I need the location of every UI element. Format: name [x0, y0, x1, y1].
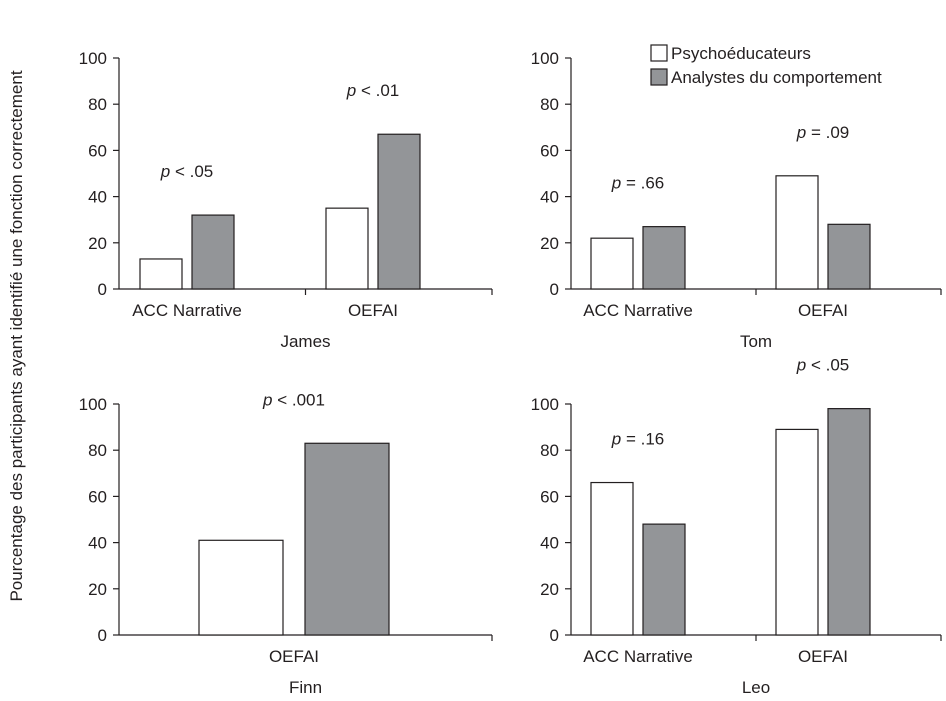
legend-swatch — [650, 44, 668, 62]
p-value-annotation: p < .01 — [346, 81, 399, 100]
y-tick-label: 40 — [88, 534, 107, 553]
x-category-label: ACC Narrative — [132, 301, 242, 320]
y-tick-label: 80 — [540, 441, 559, 460]
y-tick-label: 100 — [531, 49, 559, 68]
legend-label: Analystes du comportement — [671, 68, 882, 87]
y-tick-label: 100 — [531, 395, 559, 414]
bar — [827, 408, 871, 636]
p-value-annotation: p = .16 — [611, 430, 664, 449]
y-tick-label: 20 — [88, 580, 107, 599]
x-category-label: ACC Narrative — [583, 647, 693, 666]
y-tick-label: 60 — [540, 141, 559, 160]
y-tick-label: 100 — [79, 49, 107, 68]
y-tick-label: 40 — [88, 188, 107, 207]
x-category-label: OEFAI — [269, 647, 319, 666]
y-tick-label: 0 — [550, 280, 559, 299]
y-tick-label: 80 — [88, 95, 107, 114]
panel-james: 0 20 40 60 80 100 ACC Narrative p < .05 OEFAI p <… — [79, 49, 493, 351]
legend-label: Psychoéducateurs — [671, 44, 811, 63]
y-tick-label: 80 — [88, 441, 107, 460]
bar — [827, 223, 871, 290]
panel-leo: 0 20 40 60 80 100 ACC Narrative p = .16 OEFAI p <… — [531, 356, 942, 697]
y-tick-label: 20 — [540, 580, 559, 599]
legend: Psychoéducateurs Analystes du comportemen… — [650, 44, 882, 87]
bar — [590, 237, 634, 290]
x-category-label: OEFAI — [798, 647, 848, 666]
y-tick-label: 100 — [79, 395, 107, 414]
y-tick-label: 40 — [540, 534, 559, 553]
x-axis-label: Finn — [289, 678, 322, 696]
bar — [775, 175, 819, 290]
y-tick-label: 0 — [550, 626, 559, 645]
x-category-label: OEFAI — [798, 301, 848, 320]
y-tick-label: 40 — [540, 188, 559, 207]
panel-tom: 0 20 40 60 80 100 ACC Narrative p = .66 OEFAI p =… — [531, 49, 942, 351]
legend-swatch — [650, 68, 668, 86]
bar — [377, 133, 421, 290]
y-tick-label: 20 — [88, 234, 107, 253]
y-tick-label: 0 — [98, 626, 107, 645]
p-value-annotation: p < .001 — [262, 390, 325, 409]
y-tick-label: 20 — [540, 234, 559, 253]
bar — [775, 428, 819, 636]
y-tick-label: 60 — [540, 487, 559, 506]
bar — [325, 207, 369, 290]
bar — [304, 442, 390, 636]
x-category-label: ACC Narrative — [583, 301, 693, 320]
p-value-annotation: p = .09 — [796, 123, 849, 142]
y-tick-label: 80 — [540, 95, 559, 114]
bar — [642, 226, 686, 290]
y-tick-label: 60 — [88, 487, 107, 506]
bar — [590, 481, 634, 636]
bar — [191, 214, 235, 290]
panel-finn: 0 20 40 60 80 100 OEFAI p < .001 Finn — [79, 390, 493, 697]
bar — [139, 258, 183, 290]
y-axis-label-text: Pourcentage des participants ayant ident… — [7, 70, 26, 602]
y-tick-label: 0 — [98, 280, 107, 299]
bar — [642, 523, 686, 636]
p-value-annotation: p < .05 — [160, 162, 213, 181]
p-value-annotation: p < .05 — [796, 356, 849, 375]
x-axis-label: James — [280, 332, 330, 351]
x-axis-label: Leo — [742, 678, 770, 696]
bar — [198, 539, 284, 636]
y-axis-label: Pourcentage des participants ayant ident… — [7, 0, 26, 672]
p-value-annotation: p = .66 — [611, 174, 664, 193]
y-tick-label: 60 — [88, 141, 107, 160]
x-category-label: OEFAI — [348, 301, 398, 320]
x-axis-label: Tom — [740, 332, 772, 351]
